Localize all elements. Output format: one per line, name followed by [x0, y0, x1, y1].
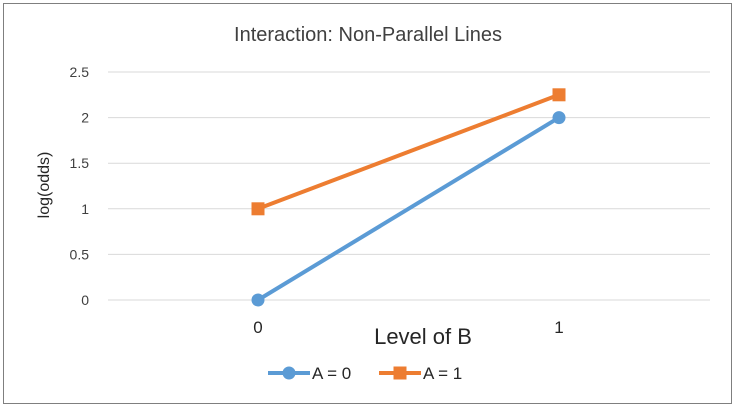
y-tick-label: 0.5 [70, 246, 90, 262]
legend-marker [282, 366, 296, 380]
series-group [251, 88, 566, 307]
y-axis-ticks: 0 0.5 1 1.5 2 2.5 [70, 64, 90, 308]
y-tick-label: 2 [81, 110, 89, 126]
y-tick-label: 0 [81, 292, 89, 308]
y-axis-label: log(odds) [36, 152, 53, 219]
data-point-a-1 [552, 88, 566, 102]
legend-label: A = 1 [423, 364, 462, 383]
data-point-a-1 [251, 202, 265, 216]
data-point-a-0 [552, 111, 566, 125]
gridlines [108, 71, 710, 301]
y-tick-label: 1.5 [70, 155, 90, 171]
chart-frame [3, 3, 732, 404]
legend-label: A = 0 [312, 364, 351, 383]
legend: A = 0 A = 1 [268, 364, 462, 383]
legend-marker [393, 366, 407, 380]
y-tick-label: 2.5 [70, 64, 90, 80]
x-tick-label: 0 [253, 318, 262, 337]
data-point-a-0 [251, 293, 265, 307]
series-line-a-0 [256, 115, 561, 302]
x-axis-label: Level of B [374, 324, 472, 349]
y-tick-label: 1 [81, 201, 89, 217]
chart-title: Interaction: Non-Parallel Lines [234, 24, 502, 46]
series-line-a-1 [257, 92, 560, 211]
x-tick-label: 1 [554, 318, 563, 337]
